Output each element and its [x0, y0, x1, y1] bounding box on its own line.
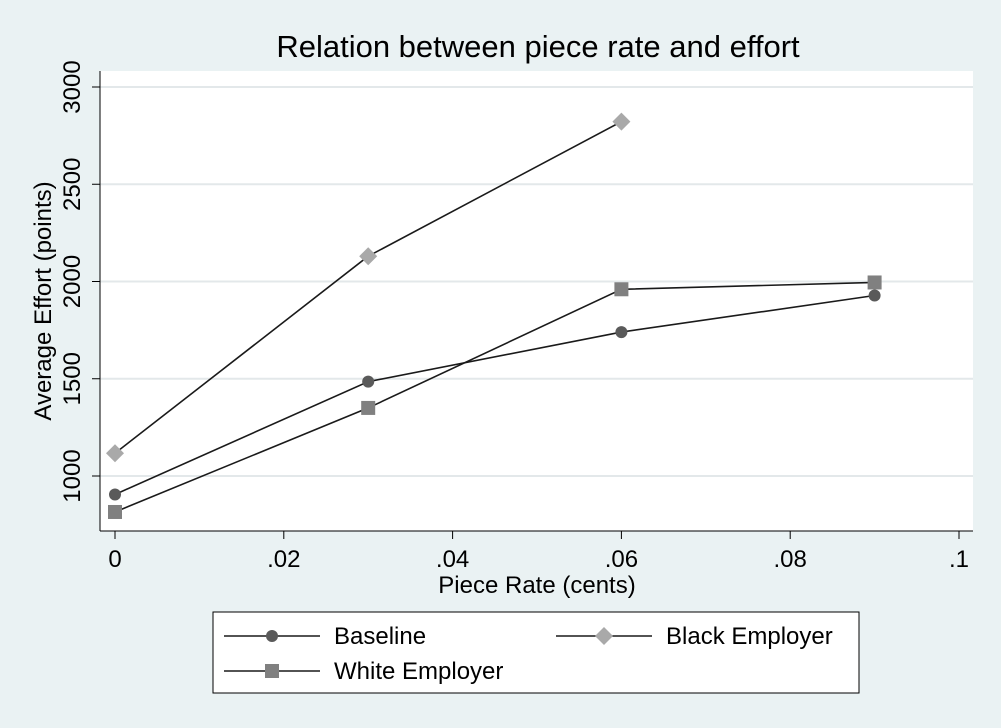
- legend-item-baseline: Baseline: [224, 623, 426, 650]
- data-point-white-employer: [361, 400, 376, 415]
- data-point-baseline: [868, 289, 881, 302]
- x-tick-label: .1: [949, 546, 969, 573]
- legend-label: White Employer: [334, 658, 503, 685]
- legend-marker: [595, 627, 613, 645]
- data-point-black-employer: [612, 112, 631, 131]
- x-axis-title: Piece Rate (cents): [438, 572, 635, 599]
- chart-title: Relation between piece rate and effort: [276, 29, 800, 64]
- y-tick-label: 1000: [59, 449, 86, 502]
- legend-item-black-employer: Black Employer: [556, 623, 833, 650]
- legend-box: [212, 611, 860, 694]
- gridlines: [100, 86, 973, 477]
- series-line-baseline: [114, 294, 875, 496]
- plot-area: [100, 71, 973, 531]
- y-tick-label: 1500: [59, 352, 86, 405]
- x-tick-label: .02: [267, 546, 300, 573]
- y-tick-label: 3000: [59, 60, 86, 113]
- data-point-white-employer: [108, 504, 122, 519]
- data-point-baseline: [615, 326, 628, 339]
- y-axis-title: Average Effort (points): [30, 181, 57, 420]
- data-point-baseline: [109, 488, 121, 501]
- data-point-black-employer: [359, 247, 378, 266]
- data-point-baseline: [362, 375, 375, 388]
- axes: 1000 1500 2000 2500 3000 0 .02 .04 .06 .08 .1: [59, 60, 973, 573]
- legend-marker: [265, 664, 279, 678]
- data-point-black-employer: [106, 444, 124, 463]
- series-white-employer: [108, 275, 882, 519]
- x-tick-label: .06: [605, 546, 638, 573]
- legend: Baseline Black Employer White Employer: [212, 611, 860, 694]
- legend-marker: [266, 630, 278, 642]
- series-baseline: [109, 289, 881, 501]
- data-point-white-employer: [867, 275, 882, 290]
- legend-label: Baseline: [334, 623, 426, 650]
- x-tick-label: .08: [774, 546, 807, 573]
- y-tick-label: 2500: [59, 158, 86, 211]
- x-tick-label: .04: [436, 546, 469, 573]
- series-black-employer: [106, 112, 631, 463]
- series-group: [106, 112, 882, 519]
- data-point-white-employer: [614, 282, 629, 297]
- legend-item-white-employer: White Employer: [224, 658, 503, 685]
- x-tick-label: 0: [108, 546, 121, 573]
- series-line-white-employer: [114, 281, 875, 513]
- y-tick-label: 2000: [59, 255, 86, 308]
- legend-label: Black Employer: [666, 623, 833, 650]
